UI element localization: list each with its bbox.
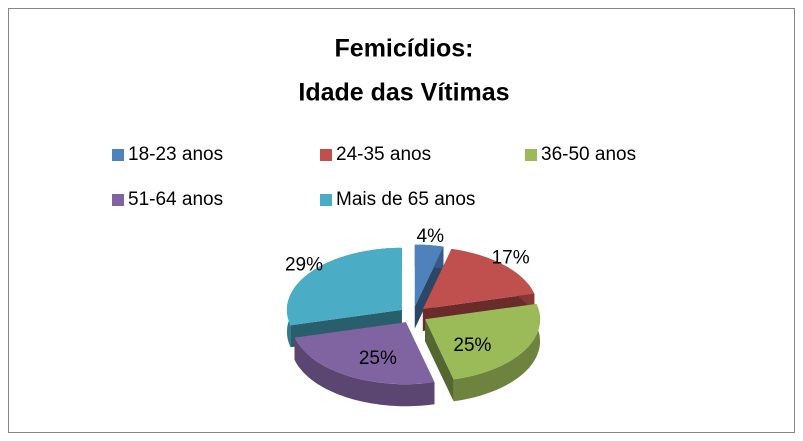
legend-label: 24-35 anos: [336, 144, 431, 165]
legend-label: Mais de 65 anos: [336, 189, 475, 210]
slice: [425, 303, 541, 380]
slice: [414, 244, 444, 307]
data-label: 25%: [453, 335, 491, 356]
slice-side: [294, 337, 435, 407]
slice: [294, 322, 435, 385]
legend-swatch: [112, 194, 124, 206]
slice: [286, 247, 402, 326]
data-label: 25%: [359, 348, 397, 369]
slice-side: [453, 303, 541, 402]
legend-label: 18-23 anos: [128, 144, 223, 165]
slice: [422, 249, 535, 310]
chart-title: Femicídios:: [335, 35, 474, 63]
legend-label: 36-50 anos: [541, 144, 636, 165]
chart-title: Idade das Vítimas: [298, 79, 509, 107]
legend-swatch: [112, 149, 124, 161]
legend-label: 51-64 anos: [128, 189, 223, 210]
data-label: 17%: [492, 247, 530, 268]
legend-swatch: [320, 149, 332, 161]
data-label: 4%: [417, 226, 445, 247]
legend-swatch: [320, 194, 332, 206]
data-label: 29%: [285, 254, 323, 275]
slice-side: [425, 319, 454, 402]
legend-swatch: [525, 149, 537, 161]
